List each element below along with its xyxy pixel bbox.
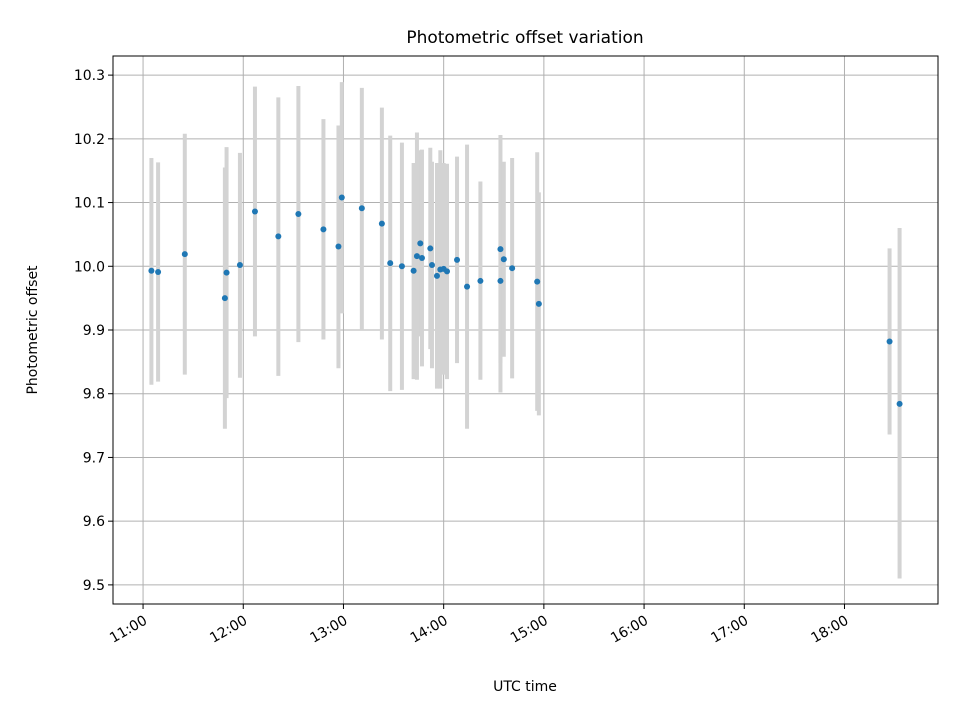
y-tick-label: 10.1: [74, 196, 105, 212]
data-point: [418, 254, 425, 261]
data-point: [236, 262, 243, 269]
data-point: [433, 272, 440, 279]
data-point: [417, 240, 424, 247]
y-tick-label: 9.7: [83, 450, 105, 466]
y-tick-label: 9.8: [83, 387, 105, 403]
y-tick-label: 10.3: [74, 68, 105, 84]
data-point: [335, 243, 342, 250]
data-point: [427, 245, 434, 252]
data-point: [181, 251, 188, 258]
chart-title: Photometric offset variation: [406, 28, 643, 48]
data-point: [148, 267, 155, 274]
data-point: [896, 400, 903, 407]
data-point: [410, 267, 417, 274]
data-point: [500, 256, 507, 263]
data-point: [413, 253, 420, 260]
data-point: [221, 295, 228, 302]
data-point: [155, 269, 162, 276]
data-point: [223, 269, 230, 276]
data-point: [509, 265, 516, 272]
y-tick-label: 9.9: [83, 323, 105, 339]
data-point: [464, 283, 471, 290]
data-point: [378, 220, 385, 227]
y-tick-label: 10.0: [74, 259, 105, 275]
data-point: [251, 208, 258, 215]
data-point: [387, 260, 394, 267]
data-point: [320, 226, 327, 233]
data-point: [886, 338, 893, 345]
data-point: [477, 277, 484, 284]
data-point: [497, 277, 504, 284]
data-point: [428, 262, 435, 269]
data-point: [444, 268, 451, 275]
data-point: [295, 211, 302, 218]
data-point: [454, 256, 461, 263]
y-tick-label: 10.2: [74, 132, 105, 148]
y-tick-label: 9.6: [83, 514, 105, 530]
data-point: [398, 263, 405, 270]
data-point: [497, 246, 504, 253]
data-point: [275, 233, 282, 240]
data-point: [535, 300, 542, 307]
data-point: [358, 205, 365, 212]
data-points: [148, 194, 903, 407]
x-axis-label: UTC time: [493, 679, 557, 695]
y-tick-label: 9.5: [83, 578, 105, 594]
data-point: [534, 278, 541, 285]
y-axis-label: Photometric offset: [25, 265, 41, 395]
data-point: [338, 194, 345, 201]
